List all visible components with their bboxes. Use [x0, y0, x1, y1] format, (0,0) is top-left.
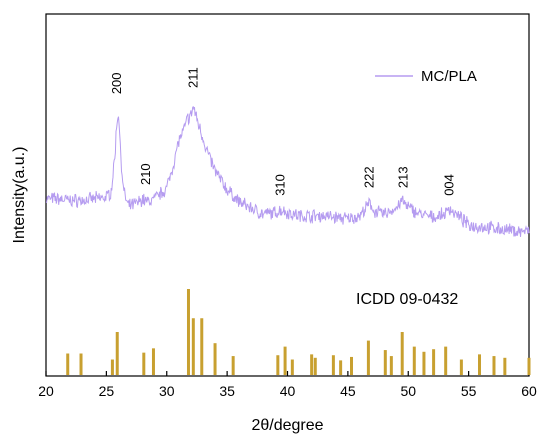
legend-label: MC/PLA	[421, 68, 477, 85]
x-tick-label: 45	[340, 383, 356, 399]
x-tick-label: 25	[99, 383, 115, 399]
x-tick-label: 30	[159, 383, 175, 399]
peak-label: 200	[109, 72, 124, 94]
peak-label: 004	[441, 174, 456, 196]
x-tick-label: 20	[38, 383, 54, 399]
series-group	[45, 105, 530, 237]
reference-bars	[66, 289, 531, 375]
series-line-mc-pla	[45, 105, 530, 237]
peak-label: 310	[272, 174, 287, 196]
peak-label: 211	[185, 67, 200, 88]
x-axis-title: 2θ/degree	[251, 417, 323, 434]
reference-label: ICDD 09-0432	[356, 291, 458, 308]
y-axis-title: Intensity(a.u.)	[11, 147, 28, 244]
x-tick-label: 55	[461, 383, 477, 399]
x-tick-label: 50	[400, 383, 416, 399]
legend: MC/PLA	[375, 68, 477, 85]
peak-label: 222	[362, 166, 377, 188]
peak-label: 213	[395, 166, 410, 188]
x-tick-label: 40	[280, 383, 296, 399]
peak-labels: 200 210 211 310 222 213 004	[109, 67, 456, 196]
axes: 20 25 30 35 40 45 50 55 60	[38, 13, 537, 399]
x-tick-label: 60	[521, 383, 537, 399]
x-tick-label: 35	[219, 383, 235, 399]
peak-label: 210	[138, 163, 153, 185]
